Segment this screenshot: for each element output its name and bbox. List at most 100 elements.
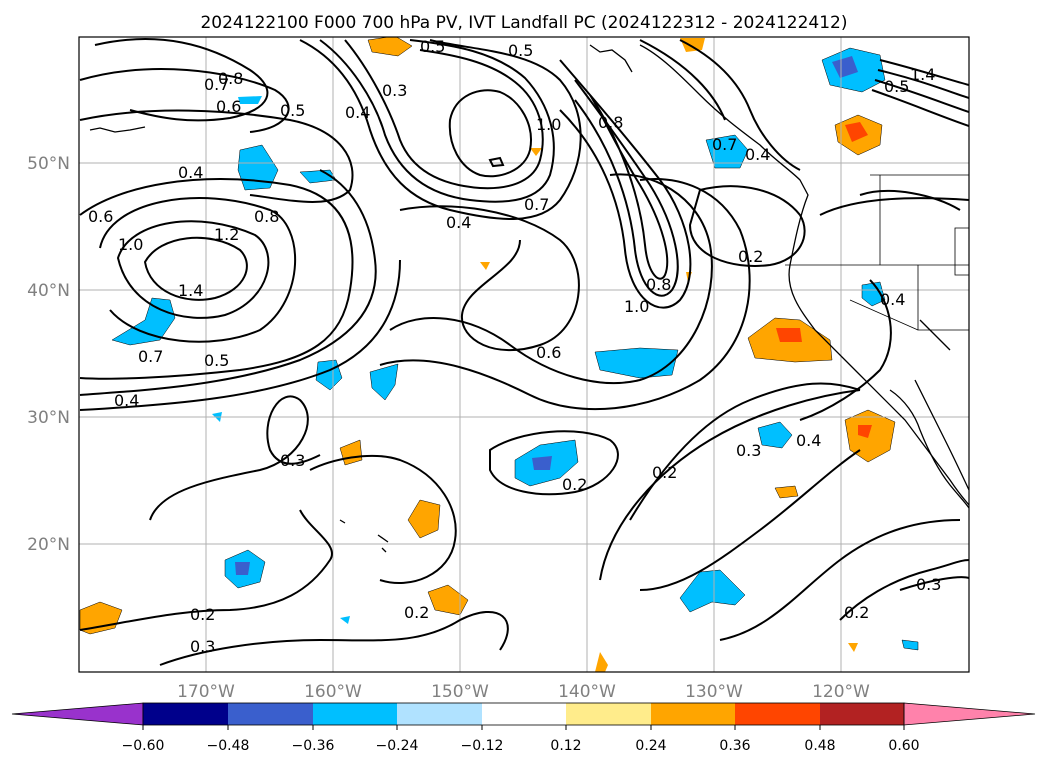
colorbar-swatch [735, 703, 820, 725]
ivt-pc-shading [79, 37, 919, 672]
lon-label: 170°W [177, 682, 235, 702]
contour-label: 0.2 [404, 603, 429, 622]
shade-neg [237, 144, 279, 191]
coastline [89, 44, 969, 553]
contour-label: 0.4 [796, 431, 821, 450]
colorbar-swatch [313, 703, 397, 725]
colorbar-swatch [651, 703, 735, 725]
contour-label: 0.5 [280, 101, 305, 120]
contour-label: 0.8 [218, 69, 243, 88]
shade-pos [844, 409, 896, 463]
colorbar-swatch [820, 703, 904, 725]
contour-label: 0.5 [884, 77, 909, 96]
colorbar-tick-label: −0.24 [376, 738, 419, 754]
contour-label: 0.3 [280, 451, 305, 470]
contour-label: 0.4 [745, 145, 770, 164]
colorbar-swatch [566, 703, 651, 725]
colorbar-tick-label: 0.60 [888, 738, 919, 754]
colorbar-tick-label: 0.36 [719, 738, 750, 754]
lon-label: 160°W [304, 682, 362, 702]
lat-label: 20°N [27, 535, 70, 555]
shade-pos [858, 425, 872, 438]
shade-pos [407, 499, 441, 539]
shade-neg [369, 363, 399, 401]
contour-labels: 0.8 0.7 0.6 0.5 0.5 0.4 0.3 0.5 1.0 0.8 … [88, 37, 941, 656]
contour-label: 1.0 [118, 235, 143, 254]
shade-pos [680, 38, 705, 52]
lat-label: 30°N [27, 408, 70, 428]
colorbar-swatch [228, 703, 313, 725]
contour-label: 0.6 [536, 343, 561, 362]
shade-pos [480, 262, 490, 270]
colorbar: −0.60 −0.48 −0.36 −0.24 −0.12 0.12 0.24 … [11, 702, 1036, 754]
colorbar-tick-labels: −0.60 −0.48 −0.36 −0.24 −0.12 0.12 0.24 … [122, 738, 920, 754]
lat-label: 50°N [27, 154, 70, 174]
shade-pos [595, 652, 608, 672]
shade-pos [367, 37, 413, 57]
colorbar-extend-high [903, 702, 1036, 726]
colorbar-ticks [142, 725, 905, 730]
shade-neg [861, 281, 886, 307]
contour-label: 1.4 [910, 65, 935, 84]
contour-label: 0.4 [446, 213, 471, 232]
shade-neg [901, 639, 919, 651]
shade-neg [757, 421, 793, 449]
lat-label: 40°N [27, 281, 70, 301]
map-area: 0.8 0.7 0.6 0.5 0.5 0.4 0.3 0.5 1.0 0.8 … [79, 37, 969, 672]
contour-label: 0.7 [524, 195, 549, 214]
map-frame [78, 36, 970, 673]
contour-label: 0.5 [204, 351, 229, 370]
colorbar-tick-label: −0.12 [461, 738, 504, 754]
shade-neg [594, 347, 679, 379]
contour-label: 0.7 [204, 75, 229, 94]
shade-neg [340, 616, 350, 624]
shade-pos [427, 584, 469, 616]
colorbar-swatch [397, 703, 482, 725]
contour-label: 0.5 [508, 41, 533, 60]
contour-label: 1.4 [178, 281, 203, 300]
shade-neg [238, 96, 262, 104]
shade-pos [530, 148, 542, 156]
contour-label: 0.2 [190, 605, 215, 624]
colorbar-tick-label: −0.60 [122, 738, 165, 754]
contour-label: 0.3 [190, 637, 215, 656]
lon-label: 120°W [812, 682, 870, 702]
lon-tick-labels: 170°W 160°W 150°W 140°W 130°W 120°W [177, 682, 870, 702]
contour-label: 0.6 [216, 97, 241, 116]
contour-label: 0.3 [736, 441, 761, 460]
contour-label: 1.0 [624, 297, 649, 316]
contour-label: 0.8 [598, 113, 623, 132]
lon-label: 150°W [431, 682, 489, 702]
colorbar-tick-label: −0.48 [207, 738, 250, 754]
shade-pos [845, 122, 868, 142]
contour-label: 1.2 [214, 225, 239, 244]
shade-neg [235, 562, 250, 575]
shade-pos [776, 328, 802, 342]
contour-label: 0.3 [382, 81, 407, 100]
colorbar-swatch [143, 703, 228, 725]
contour-label: 0.5 [420, 37, 445, 56]
shade-neg [832, 56, 858, 78]
colorbar-tick-label: −0.36 [292, 738, 335, 754]
colorbar-tick-label: 0.24 [635, 738, 666, 754]
contour-label: 0.6 [88, 207, 113, 226]
lat-tick-labels: 50°N 40°N 30°N 20°N [27, 154, 70, 555]
contour-label: 0.2 [844, 603, 869, 622]
contour-label: 0.7 [712, 135, 737, 154]
colorbar-extend-low [11, 702, 144, 726]
contour-label: 0.4 [178, 163, 203, 182]
colorbar-swatch [482, 703, 566, 725]
colorbar-tick-label: 0.48 [804, 738, 835, 754]
contour-label: 0.4 [114, 391, 139, 410]
contour-label: 0.3 [916, 575, 941, 594]
contour-label: 0.2 [562, 475, 587, 494]
lon-label: 130°W [685, 682, 743, 702]
contour-label: 0.4 [345, 103, 370, 122]
contour-label: 0.8 [254, 207, 279, 226]
political-borders [785, 174, 969, 331]
figure-title: 2024122100 F000 700 hPa PV, IVT Landfall… [200, 13, 847, 33]
colorbar-tick-label: 0.12 [550, 738, 581, 754]
contour-label: 1.0 [536, 115, 561, 134]
shade-neg [679, 569, 746, 613]
